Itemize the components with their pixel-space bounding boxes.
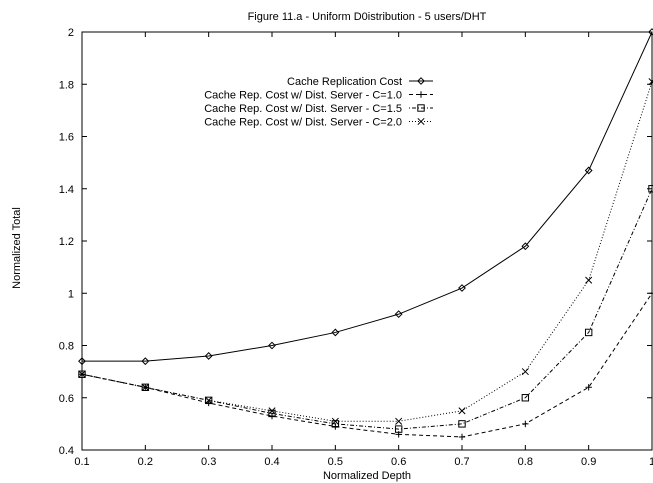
y-tick-label: 1.8 — [59, 79, 74, 91]
axis-ticks: 0.1 0.2 0.3 0.4 0.5 0.6 0.7 0.8 0.9 1 0.4 0.6 0.8 1 1.… — [59, 27, 653, 468]
legend-item-1: Cache Replication Cost — [287, 76, 433, 88]
chart-title: Figure 11.a - Uniform D0istribution - 5 … — [248, 11, 487, 23]
series-line — [82, 31, 653, 362]
data-point — [584, 166, 593, 175]
data-point — [522, 420, 529, 428]
data-point — [268, 341, 276, 350]
y-tick-label: 1 — [68, 288, 74, 300]
data-point — [141, 383, 149, 391]
x-tick-label: 0.3 — [201, 456, 216, 468]
legend-item-3: Cache Rep. Cost w/ Dist. Server - C=1.5 — [204, 103, 433, 115]
legend-marker — [417, 91, 425, 98]
data-point — [204, 396, 213, 405]
data-point — [458, 433, 466, 441]
legend-label: Cache Replication Cost — [287, 76, 402, 88]
data-point — [394, 425, 403, 433]
x-tick-label: 0.9 — [581, 456, 596, 468]
y-tick-label: 0.6 — [59, 393, 74, 405]
legend-label: Cache Rep. Cost w/ Dist. Server - C=1.5 — [204, 103, 402, 115]
y-tick-label: 0.8 — [59, 341, 74, 353]
series-3 — [78, 185, 653, 433]
data-point — [521, 368, 529, 376]
data-point — [78, 370, 86, 378]
series-4 — [78, 78, 653, 425]
x-tick-label: 0.7 — [454, 456, 469, 468]
legend-label: Cache Rep. Cost w/ Dist. Server - C=2.0 — [204, 117, 402, 129]
x-tick-label: 0.4 — [264, 456, 279, 468]
data-point — [458, 420, 466, 428]
data-point — [78, 370, 86, 378]
data-point — [204, 352, 213, 360]
y-tick-label: 1.6 — [59, 132, 74, 144]
data-point — [585, 384, 592, 391]
data-point — [394, 310, 403, 319]
data-point — [205, 396, 213, 404]
legend-marker — [417, 117, 425, 126]
data-point — [331, 417, 339, 425]
data-point — [458, 284, 466, 292]
series-line — [81, 81, 653, 422]
legend-item-2: Cache Rep. Cost w/ Dist. Server - C=1.0 — [204, 90, 433, 102]
y-axis-label: Normalized Total — [11, 207, 23, 289]
y-tick-label: 0.4 — [59, 445, 74, 457]
x-tick-label: 0.2 — [138, 456, 153, 468]
legend: Cache Replication Cost Cache Rep. Cost w/… — [204, 76, 433, 129]
series-1 — [78, 28, 653, 366]
data-point — [648, 78, 653, 86]
legend-marker — [417, 77, 425, 85]
data-point — [648, 28, 653, 36]
data-point — [458, 407, 466, 415]
x-tick-label: 0.5 — [328, 456, 343, 468]
x-tick-label: 1 — [649, 456, 653, 468]
data-point — [331, 328, 340, 337]
x-tick-label: 0.8 — [518, 456, 533, 468]
data-point — [584, 328, 593, 337]
series-layer — [78, 28, 653, 441]
data-point — [395, 417, 403, 425]
legend-item-4: Cache Rep. Cost w/ Dist. Server - C=2.0 — [204, 117, 433, 129]
y-tick-label: 1.2 — [59, 236, 74, 248]
data-point — [648, 290, 653, 297]
data-point — [78, 357, 86, 366]
series-2 — [78, 290, 653, 441]
data-point — [648, 185, 653, 193]
legend-marker — [417, 104, 425, 112]
y-tick-label: 1.4 — [59, 184, 74, 196]
data-point — [521, 394, 530, 402]
data-point — [585, 276, 593, 284]
series-line — [81, 292, 653, 438]
legend-label: Cache Rep. Cost w/ Dist. Server - C=1.0 — [204, 90, 402, 102]
data-point — [268, 407, 276, 415]
y-tick-label: 2 — [68, 27, 74, 39]
x-tick-label: 0.1 — [74, 456, 89, 468]
x-tick-label: 0.6 — [391, 456, 406, 468]
data-point — [141, 383, 150, 392]
data-point — [141, 357, 150, 366]
x-axis-label: Normalized Depth — [323, 470, 411, 482]
data-point — [521, 242, 530, 251]
